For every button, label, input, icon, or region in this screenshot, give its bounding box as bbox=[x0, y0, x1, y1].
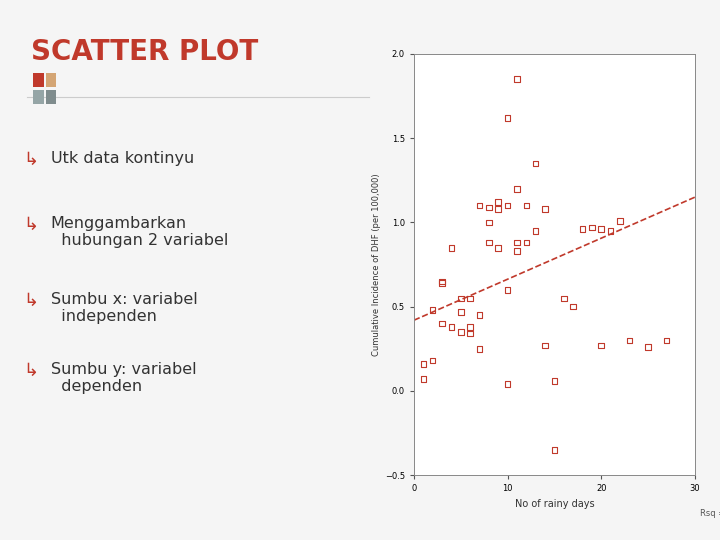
Point bbox=[530, 159, 541, 168]
Point bbox=[539, 205, 551, 213]
Point bbox=[502, 380, 513, 389]
Point bbox=[427, 306, 438, 314]
Point bbox=[483, 218, 495, 227]
Point bbox=[595, 341, 607, 350]
Point bbox=[492, 244, 504, 252]
Point bbox=[614, 217, 626, 225]
Point bbox=[492, 198, 504, 207]
Point bbox=[605, 227, 616, 235]
Point bbox=[446, 244, 457, 252]
Point bbox=[455, 307, 467, 316]
Bar bbox=[46, 90, 56, 104]
Point bbox=[464, 329, 476, 338]
Point bbox=[455, 328, 467, 336]
Point bbox=[511, 238, 523, 247]
Point bbox=[474, 345, 485, 353]
Point bbox=[567, 302, 579, 311]
Text: ↳: ↳ bbox=[23, 216, 38, 234]
Point bbox=[427, 356, 438, 365]
Point bbox=[624, 336, 635, 345]
Y-axis label: Cumulative Incidence of DHF (per 100,000): Cumulative Incidence of DHF (per 100,000… bbox=[372, 173, 381, 356]
Bar bbox=[33, 90, 43, 104]
Point bbox=[586, 223, 598, 232]
Point bbox=[511, 75, 523, 84]
Point bbox=[511, 247, 523, 255]
Point bbox=[418, 375, 429, 383]
Point bbox=[549, 376, 560, 385]
Point bbox=[455, 294, 467, 302]
Bar bbox=[46, 73, 56, 87]
Point bbox=[530, 227, 541, 235]
Text: Sumbu x: variabel
  independen: Sumbu x: variabel independen bbox=[50, 292, 197, 324]
Point bbox=[446, 322, 457, 331]
Bar bbox=[33, 73, 43, 87]
Point bbox=[521, 238, 532, 247]
Point bbox=[436, 279, 448, 287]
Point bbox=[418, 360, 429, 368]
Point bbox=[483, 203, 495, 212]
Point bbox=[474, 201, 485, 210]
Text: Sumbu y: variabel
  dependen: Sumbu y: variabel dependen bbox=[50, 362, 196, 394]
X-axis label: No of rainy days: No of rainy days bbox=[515, 499, 594, 509]
Point bbox=[549, 446, 560, 454]
Point bbox=[521, 201, 532, 210]
Point bbox=[464, 322, 476, 331]
Point bbox=[483, 238, 495, 247]
Point bbox=[436, 319, 448, 328]
Text: ↳: ↳ bbox=[23, 362, 38, 380]
Point bbox=[492, 205, 504, 213]
Point bbox=[502, 201, 513, 210]
Point bbox=[502, 114, 513, 123]
Text: Utk data kontinyu: Utk data kontinyu bbox=[50, 151, 194, 166]
Point bbox=[464, 294, 476, 302]
Point bbox=[577, 225, 588, 233]
Text: ↳: ↳ bbox=[23, 292, 38, 309]
Point bbox=[436, 277, 448, 286]
Text: Menggambarkan
  hubungan 2 variabel: Menggambarkan hubungan 2 variabel bbox=[50, 216, 228, 248]
Point bbox=[595, 225, 607, 233]
Point bbox=[474, 311, 485, 320]
Point bbox=[502, 286, 513, 294]
Point bbox=[511, 185, 523, 193]
Point bbox=[642, 343, 654, 352]
Text: ↳: ↳ bbox=[23, 151, 38, 169]
Point bbox=[539, 341, 551, 350]
Text: Rsq = 0.1371: Rsq = 0.1371 bbox=[701, 509, 720, 518]
Point bbox=[558, 294, 570, 302]
Text: SCATTER PLOT: SCATTER PLOT bbox=[31, 38, 258, 66]
Point bbox=[661, 336, 672, 345]
